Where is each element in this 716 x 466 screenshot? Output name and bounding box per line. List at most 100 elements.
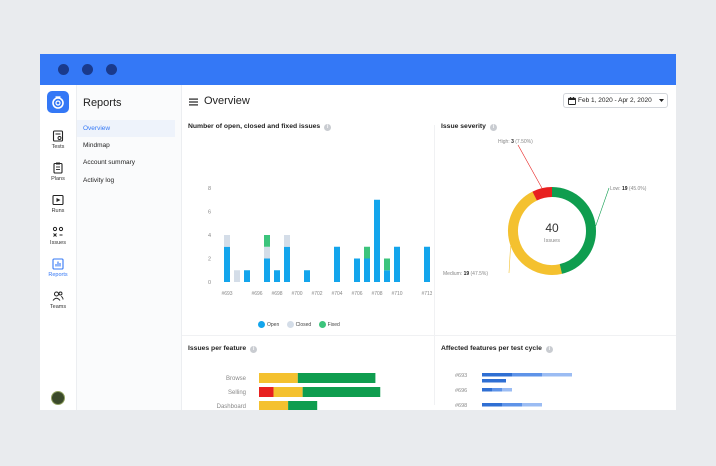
subnav-item-account-summary[interactable]: Account summary (83, 159, 136, 166)
feature-label: Selling (228, 390, 246, 396)
issues-chart-title: Number of open, closed and fixed issues i (188, 123, 332, 131)
card-divider (434, 125, 435, 405)
cycle-bar (482, 388, 492, 392)
cycle-bar (482, 373, 512, 377)
info-icon[interactable]: i (324, 124, 332, 131)
sidebar-item-reports[interactable]: Reports (40, 258, 76, 278)
donut-leader-line (517, 144, 543, 189)
calendar-icon (568, 96, 576, 105)
feature-bar-low (302, 387, 381, 397)
x-tick-label: #700 (291, 291, 302, 297)
cycle-bar (512, 373, 542, 377)
legend-item-fixed[interactable]: Fixed (318, 321, 340, 328)
affected-title: Affected features per test cycle i (441, 345, 553, 353)
window-close-dot[interactable] (58, 64, 69, 75)
sidebar-item-tests[interactable]: Tests (40, 130, 76, 150)
info-icon[interactable]: i (489, 124, 497, 131)
donut-leader-line (508, 245, 511, 274)
x-tick-label: #710 (391, 291, 402, 297)
info-icon[interactable]: i (250, 346, 258, 353)
main-content: Overview Feb 1, 2020 - Apr 2, 2020 Numbe… (182, 85, 676, 410)
sidebar-item-issues[interactable]: Issues (40, 226, 76, 246)
y-tick-label: 0 (208, 280, 211, 286)
info-icon[interactable]: i (545, 346, 553, 353)
feature-bar-high (259, 387, 274, 397)
x-tick-label: #713 (421, 291, 432, 297)
app-window: Tests Plans Runs (40, 54, 676, 410)
window-minimize-dot[interactable] (82, 64, 93, 75)
donut-slice-low (508, 187, 596, 275)
issues-per-feature-chart: Browse Selling Dashboard (217, 373, 381, 410)
legend-swatch-closed (286, 321, 294, 328)
bar-open (424, 246, 430, 282)
issues-icon (52, 226, 64, 237)
runs-icon (52, 194, 64, 206)
affected-features-chart: #693 #696 #698 (455, 373, 572, 409)
window-maximize-dot[interactable] (106, 64, 117, 75)
legend-item-closed[interactable]: Closed (286, 321, 312, 328)
subnav-title: Reports (83, 97, 122, 109)
chevron-down-icon (659, 99, 664, 102)
window-titlebar (40, 54, 676, 85)
cycle-bar (502, 403, 522, 407)
donut-label-high: High: 3 (7.50%) (498, 139, 533, 145)
bar-open (384, 270, 390, 282)
bar-open (244, 270, 250, 282)
legend-swatch-fixed (318, 321, 326, 328)
per-feature-title: Issues per feature i (188, 345, 258, 353)
sidebar-item-runs[interactable]: Runs (40, 194, 76, 214)
x-tick-label: #704 (331, 291, 342, 297)
bar-closed (264, 246, 270, 259)
card-divider (182, 335, 676, 336)
sidebar-item-label: Reports (48, 272, 68, 278)
reports-subnav: Reports Overview Mindmap Account summary… (77, 85, 182, 410)
cycle-bar (482, 403, 502, 407)
sidebar-item-plans[interactable]: Plans (40, 162, 76, 182)
bar-open (304, 270, 310, 282)
plans-icon (53, 162, 63, 174)
avatar[interactable] (51, 391, 65, 405)
bar-fixed (264, 235, 270, 247)
feature-bar-low (297, 373, 376, 383)
cycle-label: #693 (455, 373, 467, 379)
subnav-item-overview[interactable]: Overview (77, 120, 175, 137)
feature-bar-low (288, 401, 318, 410)
cycle-bar (522, 403, 542, 407)
reports-icon (52, 258, 64, 270)
app-logo[interactable] (47, 91, 69, 113)
feature-bar-medium (259, 373, 298, 383)
sidebar-item-label: Issues (50, 240, 66, 246)
bar-open (364, 258, 370, 282)
sidebar-item-label: Runs (51, 208, 65, 214)
bar-open (394, 246, 400, 282)
cycle-bar (502, 388, 512, 392)
legend-swatch-open (258, 321, 265, 328)
subnav-item-activity-log[interactable]: Activity log (83, 177, 115, 184)
donut-label-low: Low: 19 (45.0%) (610, 186, 647, 192)
feature-bar-medium (259, 401, 289, 410)
x-tick-label: #708 (371, 291, 382, 297)
severity-title: Issue severity i (441, 123, 497, 131)
bar-open (264, 258, 270, 282)
x-tick-label: #698 (271, 291, 282, 297)
bar-open (274, 270, 280, 282)
y-tick-label: 6 (208, 210, 211, 216)
sidebar-item-label: Teams (49, 304, 67, 310)
menu-icon[interactable] (189, 98, 198, 106)
feature-bar-medium (273, 387, 303, 397)
x-tick-label: #696 (251, 291, 262, 297)
y-tick-label: 8 (208, 186, 211, 192)
y-tick-label: 2 (208, 257, 211, 263)
sidebar-item-teams[interactable]: Teams (40, 290, 76, 310)
bar-fixed (364, 246, 370, 259)
feature-label: Browse (226, 376, 247, 382)
donut-leader-line (595, 187, 610, 227)
legend-item-open[interactable]: Open (258, 321, 279, 328)
bar-open (354, 258, 360, 282)
bar-open (284, 246, 290, 282)
date-range-picker[interactable]: Feb 1, 2020 - Apr 2, 2020 (563, 93, 668, 108)
bar-closed (284, 235, 290, 247)
legend-label: Closed (295, 322, 312, 328)
issues-bar-chart: 0 2 4 6 8 #693 #696 #698 #700 #702 #704 #706 #708 #71… (208, 186, 432, 297)
subnav-item-mindmap[interactable]: Mindmap (83, 142, 110, 149)
